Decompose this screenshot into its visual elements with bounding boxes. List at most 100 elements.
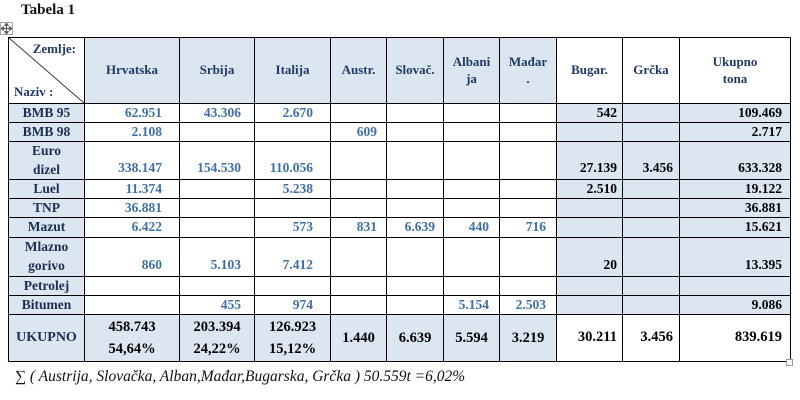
value-cell (443, 141, 500, 180)
value-cell (179, 178, 255, 200)
value-cell: 338.147 (84, 141, 180, 180)
value-cell (386, 178, 444, 200)
value-cell (443, 198, 500, 219)
row-header: BMB 95 (8, 102, 85, 124)
value-cell (443, 275, 500, 296)
value-cell: 458.743 54,64% (84, 313, 180, 362)
value-cell (179, 198, 255, 219)
value-cell: 839.619 (679, 313, 791, 362)
value-cell (330, 236, 387, 277)
corner-label-naziv: Naziv : (14, 83, 54, 99)
column-header-slovacka: Slovač. (386, 37, 444, 104)
table-row: Petrolej (8, 275, 791, 296)
table-row: BMB 98 2.108 609 2.717 (8, 122, 791, 143)
value-cell (84, 275, 180, 296)
value-cell: 609 (330, 122, 387, 143)
column-header-ukupno-tona: Ukupno tona (679, 37, 791, 104)
value-cell: 19.122 (679, 178, 791, 200)
value-cell: 2.510 (556, 178, 623, 200)
value-cell (386, 275, 444, 296)
value-cell (330, 178, 387, 200)
table-row: Luel 11.374 5.238 2.510 19.122 (8, 178, 791, 200)
table-resize-handle[interactable] (786, 359, 793, 366)
value-cell: 6.639 (386, 313, 444, 362)
value-cell (443, 236, 500, 277)
value-cell: 2.717 (679, 122, 791, 143)
value-cell: 2.503 (499, 294, 557, 315)
value-cell: 203.394 24,22% (179, 313, 255, 362)
value-cell: 154.530 (179, 141, 255, 180)
value-cell: 573 (254, 217, 331, 238)
table-row: Euro dizel 338.147 154.530 110.056 27.139 3.4… (8, 141, 791, 180)
column-header-srbija: Srbija (179, 37, 255, 104)
value-cell (499, 275, 557, 296)
value-cell (556, 294, 623, 315)
value-cell (84, 294, 180, 315)
value-cell (386, 294, 444, 315)
value-cell (443, 122, 500, 143)
row-header: Euro dizel (8, 141, 85, 180)
corner-header: Zemlje: Naziv : (8, 37, 85, 104)
value-cell: 20 (556, 236, 623, 277)
value-cell (386, 102, 444, 124)
value-cell (622, 217, 680, 238)
corner-label-zemlje: Zemlje: (32, 41, 76, 56)
value-cell (254, 122, 331, 143)
value-cell: 974 (254, 294, 331, 315)
value-cell: 3.456 (622, 141, 680, 180)
value-cell (179, 275, 255, 296)
row-header: Bitumen (8, 294, 85, 315)
value-cell: 15.621 (679, 217, 791, 238)
value-cell: 3.219 (499, 313, 557, 362)
value-cell: 6.422 (84, 217, 180, 238)
table-row: Bitumen 455 974 5.154 2.503 9.086 (8, 294, 791, 315)
value-cell (443, 178, 500, 200)
value-cell (622, 236, 680, 277)
value-cell (443, 102, 500, 124)
value-cell (622, 122, 680, 143)
value-cell: 36.881 (679, 198, 791, 219)
value-cell (330, 294, 387, 315)
value-cell (386, 122, 444, 143)
value-cell (499, 178, 557, 200)
value-cell: 43.306 (179, 102, 255, 124)
value-cell: 13.395 (679, 236, 791, 277)
value-cell: 27.139 (556, 141, 623, 180)
row-header: TNP (8, 198, 85, 219)
value-cell (556, 217, 623, 238)
diagonal-divider-line (9, 38, 84, 103)
table-title: Tabela 1 (21, 2, 76, 18)
value-cell: 1.440 (330, 313, 387, 362)
value-cell (499, 102, 557, 124)
header-row: Zemlje: Naziv : Hrvatska Srbija Italija … (8, 37, 791, 104)
value-cell: 5.154 (443, 294, 500, 315)
move-arrows-icon (1, 23, 12, 34)
value-cell (330, 141, 387, 180)
value-cell: 455 (179, 294, 255, 315)
value-cell: 716 (499, 217, 557, 238)
column-header-grcka: Grčka (622, 37, 680, 104)
summary-formula: ∑ ( Austrija, Slovačka, Alban,Mađar,Buga… (15, 368, 466, 385)
value-cell (499, 236, 557, 277)
value-cell (622, 102, 680, 124)
value-cell (179, 122, 255, 143)
value-cell (386, 236, 444, 277)
table-body: BMB 95 62.951 43.306 2.670 542 109.469 BMB 98 2… (8, 102, 791, 362)
column-header-italija: Italija (254, 37, 331, 104)
value-cell (622, 178, 680, 200)
value-cell: 2.108 (84, 122, 180, 143)
value-cell (254, 198, 331, 219)
column-header-albanija: Albani ja (443, 37, 500, 104)
value-cell: 3.456 (622, 313, 680, 362)
total-row: UKUPNO 458.743 54,64% 203.394 24,22% 126.92… (8, 313, 791, 362)
value-cell (330, 102, 387, 124)
table-move-handle[interactable] (0, 22, 13, 35)
value-cell (499, 141, 557, 180)
value-cell (556, 275, 623, 296)
value-cell (330, 275, 387, 296)
value-cell (179, 217, 255, 238)
value-cell: 126.923 15,12% (254, 313, 331, 362)
table-row: TNP 36.881 36.881 (8, 198, 791, 219)
row-header: Mazut (8, 217, 85, 238)
value-cell: 30.211 (556, 313, 623, 362)
